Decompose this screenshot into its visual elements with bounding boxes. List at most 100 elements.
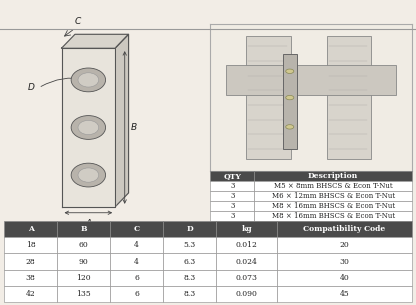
Text: 135: 135 (76, 290, 91, 298)
Text: M8 × 16mm BHSCS & Econ T-Nut: M8 × 16mm BHSCS & Econ T-Nut (272, 202, 395, 210)
Text: 4: 4 (134, 257, 139, 266)
Bar (226, 65, 396, 95)
Ellipse shape (78, 73, 99, 87)
Bar (277, 237, 412, 253)
Ellipse shape (286, 69, 294, 74)
Ellipse shape (71, 116, 106, 139)
Bar (57, 286, 110, 302)
Bar (277, 270, 412, 286)
Polygon shape (62, 48, 115, 207)
Text: C: C (75, 17, 81, 27)
Text: 40: 40 (340, 274, 349, 282)
Text: QTY: QTY (223, 172, 241, 180)
Text: 6.3: 6.3 (183, 257, 196, 266)
Text: 45: 45 (340, 290, 349, 298)
Text: 42: 42 (26, 290, 35, 298)
Bar (277, 253, 412, 270)
Text: B: B (80, 225, 87, 233)
Bar (283, 54, 297, 149)
Text: 3: 3 (230, 212, 235, 220)
Text: 0.012: 0.012 (236, 241, 258, 249)
Text: 38: 38 (26, 274, 36, 282)
Bar (216, 221, 277, 237)
Ellipse shape (71, 163, 106, 187)
Bar (210, 181, 255, 191)
Bar (163, 286, 216, 302)
Ellipse shape (286, 95, 294, 100)
Ellipse shape (286, 125, 294, 129)
Text: C: C (134, 225, 140, 233)
Bar (4, 270, 57, 286)
Text: 3: 3 (230, 202, 235, 210)
Bar (4, 237, 57, 253)
Bar (57, 221, 110, 237)
Text: 120: 120 (77, 274, 91, 282)
Text: B: B (131, 123, 136, 132)
Bar (255, 191, 412, 201)
Bar (255, 171, 412, 181)
Text: M6 × 12mm BHSCS & Econ T-Nut: M6 × 12mm BHSCS & Econ T-Nut (272, 192, 395, 200)
Bar (4, 253, 57, 270)
Bar (216, 286, 277, 302)
Text: 8.3: 8.3 (183, 274, 196, 282)
Text: 18: 18 (26, 241, 35, 249)
Bar (210, 201, 255, 211)
Ellipse shape (78, 120, 99, 135)
Text: 60: 60 (79, 241, 89, 249)
Bar (110, 270, 163, 286)
Text: 20: 20 (340, 241, 349, 249)
Ellipse shape (71, 68, 106, 92)
Text: 0.073: 0.073 (236, 274, 258, 282)
Bar (110, 286, 163, 302)
Bar (210, 211, 255, 221)
Text: 3: 3 (230, 192, 235, 200)
Text: Description: Description (308, 172, 358, 180)
Text: 4: 4 (134, 241, 139, 249)
Bar (246, 36, 291, 159)
Ellipse shape (78, 168, 99, 182)
Text: 5.3: 5.3 (183, 241, 196, 249)
Text: 6: 6 (134, 274, 139, 282)
Polygon shape (115, 34, 129, 207)
Text: 3: 3 (230, 182, 235, 190)
Bar (210, 191, 255, 201)
Text: 0.024: 0.024 (236, 257, 258, 266)
Bar (4, 221, 57, 237)
Text: 90: 90 (79, 257, 89, 266)
Text: M5 × 8mm BHSCS & Econ T-Nut: M5 × 8mm BHSCS & Econ T-Nut (274, 182, 392, 190)
Bar (163, 237, 216, 253)
Bar (163, 270, 216, 286)
Text: A: A (28, 225, 34, 233)
Bar (4, 286, 57, 302)
Bar (255, 181, 412, 191)
Text: A: A (85, 219, 92, 228)
Bar (277, 286, 412, 302)
Text: 28: 28 (26, 257, 35, 266)
Bar (57, 270, 110, 286)
Bar (110, 253, 163, 270)
Text: D: D (28, 83, 35, 92)
Bar (255, 211, 412, 221)
Bar (255, 201, 412, 211)
Text: Compatibility Code: Compatibility Code (303, 225, 386, 233)
Text: M8 × 16mm BHSCS & Econ T-Nut: M8 × 16mm BHSCS & Econ T-Nut (272, 212, 395, 220)
Bar (277, 221, 412, 237)
Text: kg: kg (241, 225, 252, 233)
Text: 8.3: 8.3 (183, 290, 196, 298)
Bar (216, 253, 277, 270)
Polygon shape (62, 34, 129, 48)
Bar (110, 221, 163, 237)
Bar (57, 237, 110, 253)
Bar (210, 171, 255, 181)
Bar (163, 253, 216, 270)
Bar (163, 221, 216, 237)
Bar (327, 36, 371, 159)
Text: 6: 6 (134, 290, 139, 298)
Text: D: D (186, 225, 193, 233)
Bar (110, 237, 163, 253)
Text: 30: 30 (339, 257, 349, 266)
Bar (216, 237, 277, 253)
Bar (216, 270, 277, 286)
Bar (57, 253, 110, 270)
Text: 0.090: 0.090 (236, 290, 258, 298)
